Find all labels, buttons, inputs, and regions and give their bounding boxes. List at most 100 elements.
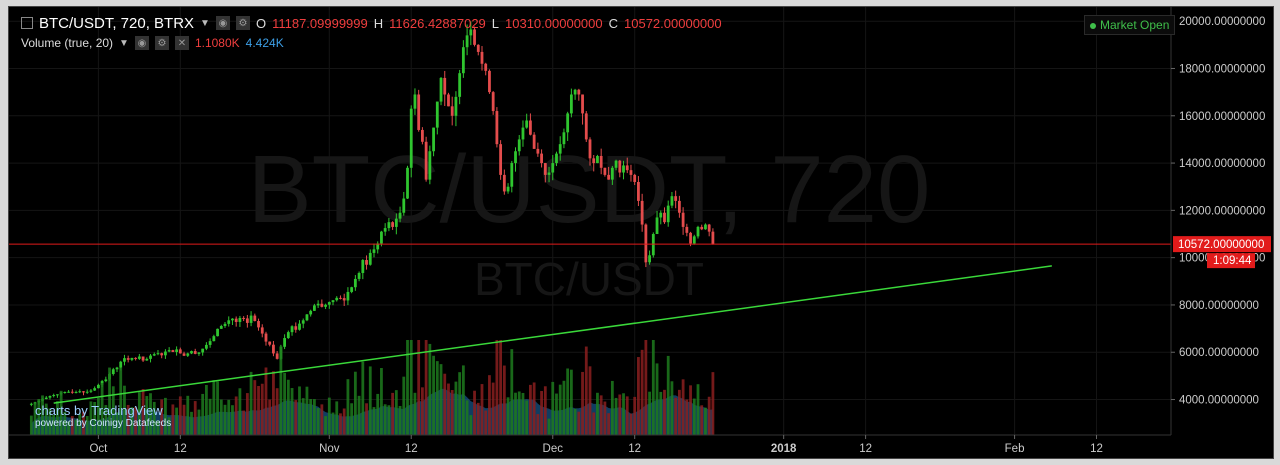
collapse-icon[interactable] (21, 17, 33, 29)
candle-body (622, 165, 625, 173)
candle-body (264, 333, 268, 342)
candle-body (566, 113, 570, 133)
volume-bar (96, 397, 100, 435)
chart-frame[interactable]: BTC/USDT, 720 BTC/USDT 4000.00000000 6000.0… (8, 6, 1274, 459)
candle-body (186, 353, 190, 356)
volume-bar (111, 386, 115, 435)
candle-body (488, 70, 491, 93)
candle-body (547, 172, 551, 175)
volume-bar (432, 355, 435, 435)
tradingview-branding[interactable]: charts by TradingView powered by Coinigy… (35, 404, 171, 430)
candle-body (510, 163, 514, 187)
watermark-symbol-small: BTC/USDT (474, 253, 704, 305)
volume-bar (104, 405, 108, 435)
close-icon[interactable]: ✕ (174, 36, 189, 50)
volume-bar (324, 416, 327, 435)
volume-bar (406, 340, 409, 435)
volume-bar (186, 395, 190, 435)
volume-row: Volume (true, 20) ▼ ◉ ⚙ ✕ 1.1080K 4.424K (21, 33, 722, 53)
candle-body (301, 320, 305, 324)
candle-body (659, 212, 663, 218)
chevron-down-icon[interactable]: ▼ (119, 37, 129, 49)
candle-body (651, 234, 655, 256)
candle-body (212, 336, 216, 342)
volume-bar (29, 415, 33, 435)
candle-body (223, 323, 227, 326)
volume-bar (156, 420, 160, 435)
volume-bar (175, 407, 178, 435)
volume-bar (666, 355, 670, 435)
volume-label[interactable]: Volume (true, 20) (21, 36, 114, 50)
candle-body (339, 297, 342, 299)
volume-bar (428, 343, 432, 435)
candle-body (342, 298, 346, 301)
volume-bar (674, 397, 678, 435)
candle-body (707, 224, 711, 232)
chevron-down-icon[interactable]: ▼ (200, 17, 210, 29)
eye-icon[interactable]: ◉ (134, 36, 149, 50)
candle-body (543, 163, 547, 175)
candle-body (164, 351, 167, 356)
candle-body (413, 94, 417, 109)
volume-bar (696, 384, 700, 435)
time-tick-label: 12 (405, 443, 418, 455)
candle-body (182, 353, 186, 356)
volume-bar (677, 389, 681, 435)
volume-bar (618, 394, 622, 435)
candle-body (324, 304, 327, 307)
volume-bar (171, 404, 175, 435)
volume-bar (298, 386, 301, 435)
candle-body (216, 328, 219, 337)
volume-bar (435, 361, 439, 435)
candle-body (137, 356, 141, 359)
candle-body (517, 139, 521, 152)
volume-bar (372, 407, 376, 435)
volume-bar (663, 389, 666, 435)
volume-bar (56, 401, 59, 435)
volume-bar (48, 408, 52, 435)
candle-body (387, 222, 391, 229)
volume-bar (119, 367, 123, 435)
status-dot-icon (1090, 22, 1096, 29)
volume-bar (525, 400, 529, 435)
gear-icon[interactable]: ⚙ (154, 36, 169, 50)
candle-body (473, 29, 476, 45)
volume-bar (473, 390, 476, 435)
candle-body (234, 318, 238, 322)
candle-body (89, 390, 93, 392)
candle-body (350, 287, 354, 292)
volume-bar (640, 349, 644, 435)
candle-body (178, 349, 182, 354)
candle-body (48, 395, 52, 398)
volume-bar (644, 340, 648, 435)
candle-body (514, 151, 517, 164)
countdown-label: 1:09:44 (1213, 255, 1252, 267)
candle-body (286, 332, 290, 339)
volume-bar (689, 385, 692, 435)
gear-icon[interactable]: ⚙ (235, 16, 250, 30)
volume-bar (178, 396, 182, 435)
price-tick-label: 14000.00000000 (1179, 158, 1265, 170)
candle-body (666, 205, 670, 223)
chart-canvas[interactable]: BTC/USDT, 720BTC/USDT4000.000000006000.0… (9, 7, 1273, 458)
time-tick-label: 2018 (771, 443, 797, 455)
eye-icon[interactable]: ◉ (215, 16, 230, 30)
volume-bar (316, 408, 320, 435)
candle-body (625, 165, 629, 171)
volume-bar (651, 340, 655, 435)
volume-bar (506, 397, 510, 435)
candle-body (160, 353, 164, 356)
volume-bar (517, 391, 521, 435)
volume-bar (592, 412, 596, 435)
volume-bar (637, 357, 640, 435)
volume-bar (115, 412, 119, 435)
volume-bar (502, 365, 506, 435)
volume-bar (74, 419, 78, 435)
volume-bar (480, 384, 484, 435)
price-tick-label: 20000.00000000 (1179, 16, 1265, 28)
candle-body (152, 354, 156, 356)
volume-bar (197, 409, 201, 435)
candle-body (312, 305, 316, 311)
symbol-title[interactable]: BTC/USDT, 720, BTRX (39, 14, 195, 32)
high-value: 11626.42887029 (389, 15, 486, 31)
